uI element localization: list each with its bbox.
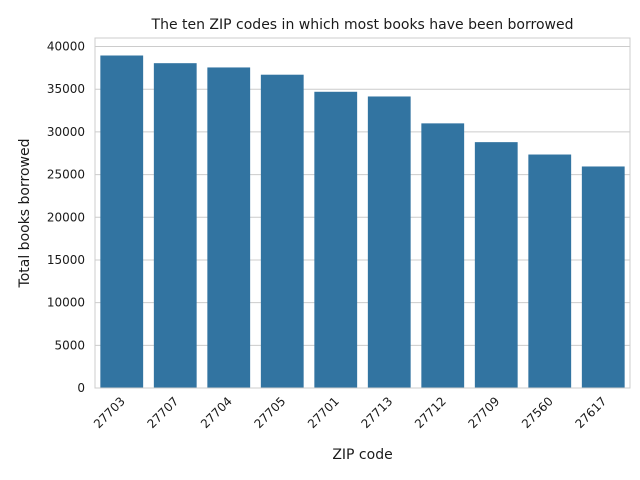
y-axis-label: Total books borrowed xyxy=(17,139,33,289)
bar-27704 xyxy=(207,67,251,388)
y-tick-label: 30000 xyxy=(47,125,85,139)
x-tick-label: 27704 xyxy=(198,394,235,431)
y-tick-label: 20000 xyxy=(47,210,85,224)
bar-27709 xyxy=(474,142,518,388)
bar-27703 xyxy=(100,55,144,388)
plot-frame xyxy=(94,37,631,389)
y-tick-labels: 0 5000 10000 15000 20000 25000 30000 35000 40000 xyxy=(47,40,85,395)
x-tick-label: 27560 xyxy=(519,394,556,431)
x-tick-label: 27703 xyxy=(91,394,128,431)
x-tick-label: 27713 xyxy=(358,394,395,431)
x-tick-label: 27707 xyxy=(144,394,181,431)
x-tick-label: 27705 xyxy=(251,394,288,431)
x-tick-label: 27709 xyxy=(465,394,502,431)
x-tick-labels: 27703 27707 27704 27705 27701 27713 27712 27709… xyxy=(91,394,609,431)
y-tick-label: 15000 xyxy=(47,253,85,267)
y-tick-label: 0 xyxy=(77,381,85,395)
bar-27707 xyxy=(153,63,197,389)
bar-27713 xyxy=(367,96,411,388)
y-tick-label: 5000 xyxy=(54,338,85,352)
y-tick-label: 10000 xyxy=(47,296,85,310)
x-tick-label: 27701 xyxy=(305,394,342,431)
bar-27701 xyxy=(314,91,358,388)
x-tick-label: 27617 xyxy=(572,394,609,431)
chart-title: The ten ZIP codes in which most books ha… xyxy=(151,17,574,33)
x-tick-label: 27712 xyxy=(412,394,449,431)
bar-27705 xyxy=(260,74,304,389)
y-tick-label: 25000 xyxy=(47,168,85,182)
bars xyxy=(100,55,625,389)
bar-27560 xyxy=(528,154,572,388)
bar-27617 xyxy=(581,166,625,388)
x-axis-label: ZIP code xyxy=(332,447,392,463)
y-tick-label: 35000 xyxy=(47,82,85,96)
bar-27712 xyxy=(421,123,465,389)
y-tick-label: 40000 xyxy=(47,40,85,54)
